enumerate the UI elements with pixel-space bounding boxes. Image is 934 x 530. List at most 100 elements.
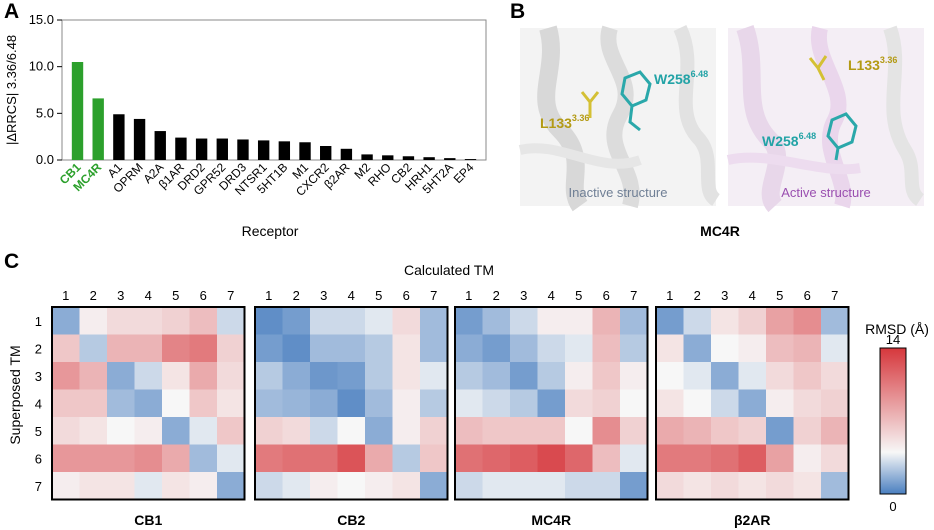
heatmap-cell [255,417,283,445]
heatmap-cell [79,417,108,445]
heatmap-cell [620,389,648,418]
heatmap-cell [821,307,849,335]
heatmap-cell [510,444,538,473]
heatmap-cell [656,472,684,500]
heatmap-panels: 1 2 3 4 5 6 7 1 2 3 4 5 6 7 CB1 1 2 3 4 5 6 7 CB2 1 2 3 4 5 6 7 MC4R 1 2… [35,288,850,528]
heatmap-cell [510,307,538,335]
bar-chart-frame [61,19,487,161]
colorbar-gradient [879,347,907,495]
heatmap-cell [766,389,794,418]
helix-ribbon [673,24,721,206]
colorbar: RMSD (Å) 14 0 [865,321,929,514]
heatmap-cell [255,389,283,418]
heatmap-cell [392,417,421,445]
heatmap-cell [766,362,794,390]
heatmap-cell [793,389,822,418]
heatmap-cell [255,444,283,473]
bar-y-axis-label: |ΔRRCS| 3.36/6.48 [4,35,19,145]
heatmap-cell [79,334,108,363]
heatmap-col-tick: 3 [520,288,527,303]
heatmap-cell [592,444,621,473]
heatmap-cell [255,307,283,335]
colorbar-label: RMSD (Å) [865,321,929,337]
heatmap-cell [620,472,648,500]
heatmap-cell [189,334,218,363]
heatmap-cell [134,389,163,418]
heatmap-cell [134,362,163,390]
helix-ribbon [537,25,588,212]
heatmap-cell [711,334,739,363]
heatmap-cell [282,389,311,418]
heatmap-cell [455,307,483,335]
heatmap-cell [821,334,849,363]
heatmap-cell [592,362,621,390]
heatmap-col-tick: 5 [375,288,382,303]
trp-sidechain [620,70,652,132]
heatmap-cb2: 1 2 3 4 5 6 7 CB2 [254,288,449,528]
heatmap-cell [592,334,621,363]
heatmap-cell [683,362,712,390]
heatmap-row-tick: 4 [35,396,42,411]
panel-label-a: A [4,0,19,23]
heatmap-cell [656,444,684,473]
heatmap-cell [565,362,593,390]
heatmap-cb1: 1 2 3 4 5 6 7 1 2 3 4 5 6 7 CB1 [35,288,246,528]
bar-a1 [113,114,125,160]
heatmap-cell [189,417,218,445]
heatmap-frame [655,306,850,501]
heatmap-col-tick: 5 [776,288,783,303]
bar-rho [382,155,394,160]
heatmap-cell [365,362,393,390]
heatmap-col-tick: 1 [465,288,472,303]
heatmap-cell [565,307,593,335]
heatmap-cell [620,362,648,390]
heatmap-cell [162,444,190,473]
heatmap-cell [793,334,822,363]
panel-label-c: C [4,250,19,273]
heatmap-cell [738,472,767,500]
heatmap-col-tick: 1 [666,288,673,303]
heatmap-cell [420,444,448,473]
heatmap-col-tick: 7 [630,288,637,303]
bar-gpr52 [216,138,228,160]
heatmap-col-tick: 4 [749,288,756,303]
y-tick-label: 10.0 [29,59,54,74]
helix-ribbon [600,25,640,209]
heatmap-cell [420,334,448,363]
heatmap-cell [656,417,684,445]
heatmap-cell [162,362,190,390]
heatmap-cell [134,334,163,363]
heatmap-row-tick: 3 [35,369,42,384]
heatmap-cell [793,444,822,473]
heatmap-cell [537,334,566,363]
heatmap-cell [310,472,338,500]
heatmap-cell [79,362,108,390]
inactive-caption: Inactive structure [569,185,668,200]
bar-drd3 [237,139,249,160]
heatmap-cell [738,389,767,418]
heatmap-title: CB2 [337,512,365,528]
bar-cb1 [71,62,84,160]
heatmap-cell [821,362,849,390]
heatmap-cell [821,444,849,473]
heatmap-cell [482,389,511,418]
bar-β2ar [340,148,353,160]
bar-cb2 [402,156,415,160]
heatmap-cell [656,389,684,418]
heatmap-cell [337,389,366,418]
heatmap-cell [365,417,393,445]
leu-sidechain [808,55,828,81]
active-structure-image: L1333.36 W2586.48 Active structure [726,24,925,213]
inactive-leu-label: L1333.36 [540,113,589,131]
heatmap-cell [683,389,712,418]
bar-hrh1 [423,157,435,160]
heatmap-cell [766,307,794,335]
heatmap-cell [107,334,135,363]
heatmap-cell [510,472,538,500]
heatmap-cell [255,334,283,363]
leu-sidechain [580,91,600,118]
heatmap-cell [107,444,135,473]
heatmap-cell [537,307,566,335]
